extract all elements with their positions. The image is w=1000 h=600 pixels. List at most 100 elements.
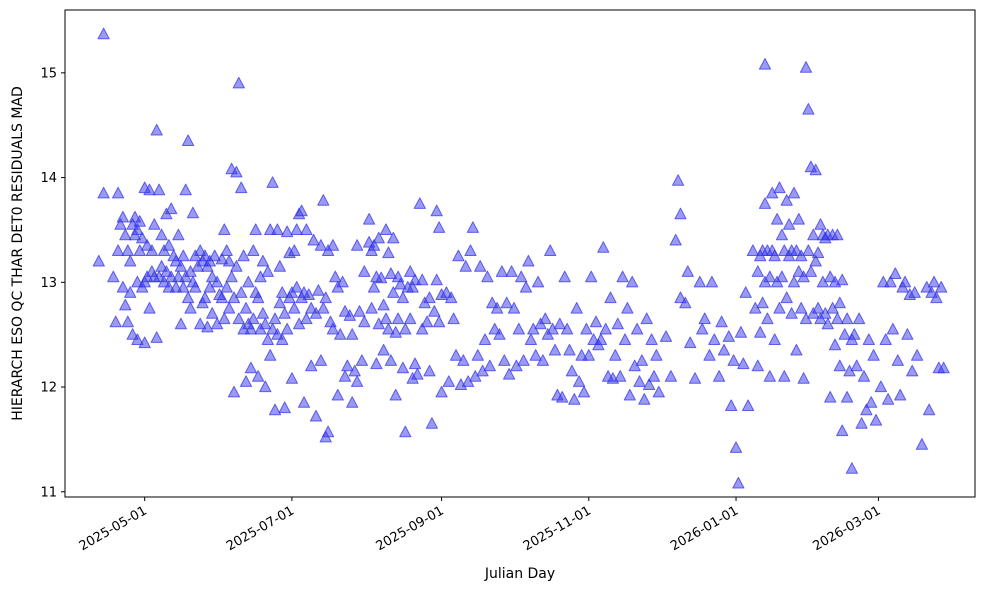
y-tick-label: 13 — [40, 276, 57, 291]
x-tick-label: 2025-05-01 — [77, 503, 150, 554]
data-point-marker — [754, 326, 767, 338]
data-point-marker — [785, 307, 798, 319]
data-point-marker — [739, 286, 752, 298]
data-point-marker — [882, 393, 895, 405]
data-point-marker — [640, 312, 653, 325]
x-tick-label: 2026-01-01 — [668, 503, 741, 554]
data-point-marker — [544, 244, 557, 256]
data-point-marker — [771, 213, 784, 225]
data-point-marker — [505, 265, 518, 277]
data-point-marker — [855, 417, 868, 429]
data-point-marker — [635, 354, 648, 366]
data-point-marker — [408, 357, 422, 370]
axes-frame — [64, 9, 976, 498]
data-point-marker — [326, 239, 339, 251]
data-point-marker — [491, 302, 504, 314]
data-point-marker — [435, 385, 448, 398]
data-point-marker — [684, 336, 697, 349]
data-point-marker — [379, 312, 393, 325]
data-point-marker — [244, 361, 257, 374]
data-point-marker — [679, 296, 692, 309]
x-tick-label: 2025-09-01 — [374, 503, 447, 554]
data-point-marker — [116, 210, 129, 223]
data-point-marker — [406, 281, 419, 293]
data-point-marker — [141, 239, 154, 251]
data-point-marker — [481, 270, 494, 283]
data-point-marker — [758, 197, 772, 209]
data-point-marker — [580, 322, 593, 335]
data-point-marker — [708, 333, 721, 345]
data-point-marker — [404, 312, 417, 325]
data-point-marker — [787, 186, 801, 199]
data-point-marker — [568, 393, 581, 405]
data-point-marker — [833, 296, 846, 309]
data-point-marker — [717, 343, 731, 356]
data-point-marker — [831, 312, 844, 325]
data-point-marker — [201, 320, 214, 333]
data-point-marker — [848, 328, 861, 340]
data-point-marker — [116, 281, 129, 293]
data-point-marker — [235, 286, 248, 298]
data-point-marker — [314, 354, 327, 366]
data-point-marker — [609, 349, 622, 361]
data-point-marker — [529, 349, 542, 361]
data-point-marker — [734, 326, 747, 338]
data-point-marker — [841, 391, 854, 403]
data-point-marker — [230, 260, 243, 272]
data-point-marker — [486, 296, 499, 309]
data-point-marker — [809, 163, 822, 176]
data-point-marker — [841, 312, 854, 325]
data-point-marker — [761, 312, 774, 325]
data-point-marker — [370, 357, 383, 370]
data-point-marker — [324, 315, 337, 328]
data-point-marker — [778, 370, 791, 382]
data-point-marker — [259, 380, 272, 393]
data-point-marker — [268, 312, 282, 325]
data-point-marker — [614, 370, 627, 382]
data-point-marker — [802, 103, 815, 115]
y-axis-label: HIERARCH ESO QC THAR DET0 RESIDUALS MAD — [10, 86, 26, 421]
data-point-marker — [326, 322, 339, 335]
data-point-marker — [780, 194, 793, 206]
data-point-marker — [232, 312, 245, 325]
data-point-marker — [874, 380, 887, 393]
data-point-marker — [812, 246, 825, 259]
data-point-marker — [643, 378, 656, 390]
data-point-marker — [763, 270, 776, 283]
data-point-marker — [445, 291, 458, 304]
data-point-marker — [252, 291, 265, 304]
data-point-marker — [727, 354, 740, 366]
data-point-marker — [396, 291, 409, 304]
data-point-marker — [688, 372, 702, 384]
data-point-marker — [317, 302, 330, 314]
data-point-marker — [911, 349, 924, 361]
data-point-marker — [416, 322, 429, 335]
data-point-marker — [281, 225, 294, 238]
y-tick-label: 14 — [40, 171, 57, 186]
data-point-marker — [182, 291, 195, 304]
data-point-marker — [143, 302, 156, 314]
data-point-marker — [394, 277, 407, 290]
data-point-marker — [703, 349, 716, 361]
data-point-marker — [379, 223, 393, 235]
data-point-marker — [616, 270, 629, 283]
data-point-marker — [433, 221, 446, 233]
data-point-marker — [647, 370, 661, 382]
data-point-marker — [423, 291, 436, 304]
data-point-marker — [645, 333, 658, 345]
data-point-marker — [312, 284, 325, 296]
data-point-marker — [97, 186, 110, 199]
data-point-marker — [389, 388, 402, 401]
data-point-marker — [650, 349, 663, 361]
data-point-marker — [696, 322, 709, 335]
data-point-marker — [638, 393, 651, 405]
data-point-marker — [235, 181, 248, 194]
data-point-marker — [674, 207, 687, 220]
data-point-marker — [367, 281, 381, 293]
data-point-marker — [273, 296, 286, 309]
data-point-marker — [611, 317, 624, 330]
data-point-marker — [319, 291, 332, 304]
data-point-marker — [539, 312, 552, 325]
data-point-marker — [232, 76, 245, 89]
